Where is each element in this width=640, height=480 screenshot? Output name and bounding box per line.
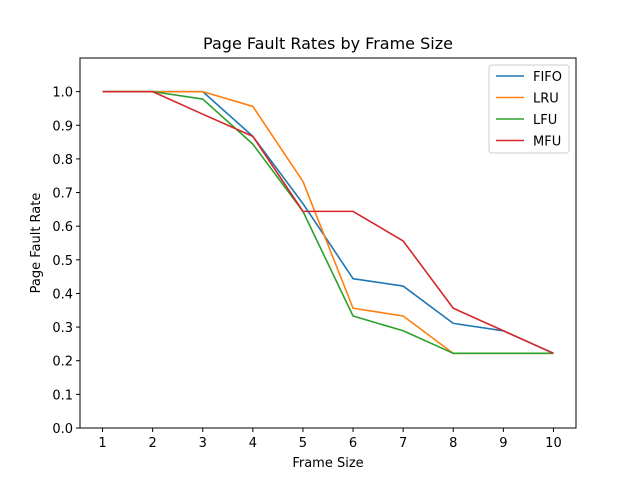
- y-tick-label: 1.0: [52, 86, 73, 101]
- legend-label-lfu: LFU: [533, 113, 557, 128]
- series-lines: [102, 90, 554, 355]
- y-axis: 0.0 0.1 0.2 0.3 0.4 0.5 0.6 0.7 0.8 0.9 1.0: [52, 86, 80, 437]
- y-axis-title: Page Fault Rate: [29, 193, 44, 294]
- y-tick-label: 0.1: [52, 388, 73, 403]
- x-tick-label: 3: [199, 436, 207, 451]
- y-tick-label: 0.9: [52, 119, 73, 134]
- y-tick-label: 0.2: [52, 355, 73, 370]
- x-tick-label: 10: [545, 436, 562, 451]
- x-tick-label: 4: [249, 436, 257, 451]
- series-line-lfu: [102, 90, 554, 355]
- x-axis: 1 2 3 4 5 6 7 8 9 10: [98, 428, 562, 451]
- legend-box: [488, 64, 570, 154]
- legend: FIFO LRU LFU MFU: [488, 64, 570, 154]
- plot-frame: [79, 57, 577, 429]
- y-tick-label: 0.3: [52, 321, 73, 336]
- x-tick-label: 5: [299, 436, 307, 451]
- y-tick-label: 0.8: [52, 153, 73, 168]
- x-tick-label: 7: [399, 436, 407, 451]
- y-tick-label: 0.4: [52, 287, 73, 302]
- x-tick-label: 2: [149, 436, 157, 451]
- y-tick-label: 0.6: [52, 220, 73, 235]
- legend-label-fifo: FIFO: [533, 70, 562, 85]
- legend-label-mfu: MFU: [533, 135, 561, 150]
- y-tick-label: 0.5: [52, 254, 73, 269]
- series-line-mfu: [102, 90, 554, 355]
- legend-label-lru: LRU: [533, 92, 559, 107]
- y-tick-label: 0.0: [52, 422, 73, 437]
- y-tick-label: 0.7: [52, 187, 73, 202]
- x-axis-title: Frame Size: [292, 456, 363, 471]
- chart-title: Page Fault Rates by Frame Size: [203, 34, 453, 53]
- x-tick-label: 6: [349, 436, 357, 451]
- x-tick-label: 1: [98, 436, 106, 451]
- x-tick-label: 8: [449, 436, 457, 451]
- x-tick-label: 9: [499, 436, 507, 451]
